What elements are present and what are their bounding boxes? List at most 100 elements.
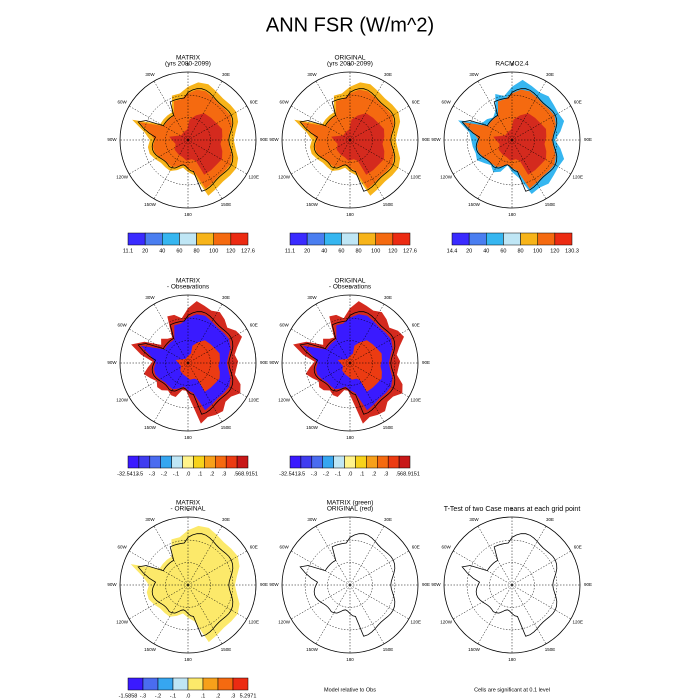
colorbar-label: -.3 xyxy=(149,471,155,477)
longitude-label: 120E xyxy=(249,620,260,625)
longitude-label: 60E xyxy=(250,100,258,105)
coastline xyxy=(299,311,396,415)
colorbar-box xyxy=(324,232,342,246)
longitude-label: 120W xyxy=(116,398,129,403)
colorbar-box xyxy=(503,232,521,246)
meridian xyxy=(511,584,572,620)
meridian xyxy=(315,525,351,586)
colorbar-box xyxy=(196,232,214,246)
longitude-label: 150W xyxy=(144,647,157,652)
meridian xyxy=(187,139,223,200)
meridian xyxy=(128,584,189,620)
longitude-label: 90W xyxy=(107,582,117,587)
longitude-label: 180 xyxy=(346,212,354,217)
meridian xyxy=(511,139,547,200)
meridian xyxy=(187,525,223,586)
colorbar-label: 11.1 xyxy=(285,248,295,254)
longitude-label: 60E xyxy=(250,545,258,550)
meridian xyxy=(128,139,189,175)
meridian xyxy=(452,550,513,586)
meridian xyxy=(128,328,189,364)
longitude-label: 30W xyxy=(145,295,155,300)
colorbar-label: 60 xyxy=(500,248,506,254)
colorbar-label: -.1 xyxy=(173,471,179,477)
meridian xyxy=(315,139,351,200)
colorbar-label: 100 xyxy=(371,248,380,254)
meridian xyxy=(349,139,385,200)
meridian xyxy=(452,105,513,141)
coastline xyxy=(299,533,396,637)
colorbar-box xyxy=(162,232,180,246)
meridian xyxy=(511,550,572,586)
colorbar-box xyxy=(127,455,140,469)
meridian xyxy=(349,303,385,364)
colorbar-label: 14.4 xyxy=(447,248,458,254)
colorbar-label: .1 xyxy=(201,693,206,699)
colorbar-label: -.2 xyxy=(161,471,167,477)
longitude-label: 120E xyxy=(249,398,260,403)
colorbar-label: .0 xyxy=(186,693,191,699)
colorbar-box xyxy=(193,455,205,469)
panel-title: (yrs 2080-2099) xyxy=(165,61,211,68)
colorbar-box xyxy=(289,455,302,469)
meridian xyxy=(187,584,248,620)
meridian xyxy=(349,362,410,398)
longitude-label: 90E xyxy=(422,582,430,587)
map-panel: 0 30E 60E 90E 120E 150E 180 150W 120W 90W 60W 30W OR… xyxy=(269,55,430,255)
longitude-label: 120E xyxy=(573,175,584,180)
meridian xyxy=(153,139,189,200)
meridian xyxy=(153,525,189,586)
colorbar-box xyxy=(451,232,470,246)
longitude-label: 0 xyxy=(349,62,352,67)
longitude-label: 60W xyxy=(280,323,290,328)
panel-title: - Observations xyxy=(167,284,210,291)
colorbar-label: 120 xyxy=(550,248,559,254)
meridian xyxy=(187,105,248,141)
colorbar-label: 20 xyxy=(142,248,148,254)
longitude-label: 60E xyxy=(574,100,582,105)
longitude-label: 90W xyxy=(431,582,441,587)
meridian xyxy=(349,328,410,364)
longitude-label: 150W xyxy=(144,425,157,430)
longitude-label: 90W xyxy=(269,360,279,365)
coastline xyxy=(299,88,396,192)
colorbar-box xyxy=(157,677,174,691)
meridian xyxy=(349,362,385,423)
colorbar-label: -.2 xyxy=(323,471,329,477)
longitude-label: 30E xyxy=(384,72,392,77)
colorbar-box xyxy=(537,232,556,246)
longitude-label: 30E xyxy=(384,517,392,522)
coastline xyxy=(137,533,234,637)
colorbar-label: 20 xyxy=(466,248,472,254)
colorbar-box xyxy=(217,677,234,691)
meridian xyxy=(349,80,385,141)
colorbar-box xyxy=(311,455,323,469)
longitude-label: 150W xyxy=(306,425,319,430)
meridian xyxy=(477,80,513,141)
colorbar-label: 100 xyxy=(533,248,542,254)
colorbar-box xyxy=(289,232,308,246)
longitude-label: 90W xyxy=(107,360,117,365)
longitude-label: 30W xyxy=(145,72,155,77)
meridian xyxy=(290,362,351,398)
colorbar-box xyxy=(306,232,325,246)
colorbar-label: .2 xyxy=(372,471,377,477)
latitude-circle xyxy=(304,94,396,186)
colorbar-label: 60 xyxy=(338,248,344,254)
longitude-label: 90E xyxy=(584,137,592,142)
longitude-label: 120W xyxy=(116,175,129,180)
map-panel: 0 30E 60E 90E 120E 150E 180 150W 120W 90W 60W 30W OR… xyxy=(269,278,430,478)
colorbar-label: 11.1 xyxy=(123,248,133,254)
meridian xyxy=(511,80,547,141)
map-border xyxy=(443,71,581,209)
field-inner xyxy=(337,340,382,392)
colorbar-label: 68.9151 xyxy=(400,471,420,477)
longitude-label: 120E xyxy=(573,620,584,625)
colorbar-label: 60 xyxy=(176,248,182,254)
meridian xyxy=(452,584,513,620)
longitude-label: 60W xyxy=(442,545,452,550)
colorbar-label: -.3 xyxy=(311,471,317,477)
colorbar-label: .3 xyxy=(222,471,227,477)
panel-footer: Cells are significant at 0.1 level xyxy=(474,687,550,693)
colorbar-label: 127.6 xyxy=(241,248,255,254)
